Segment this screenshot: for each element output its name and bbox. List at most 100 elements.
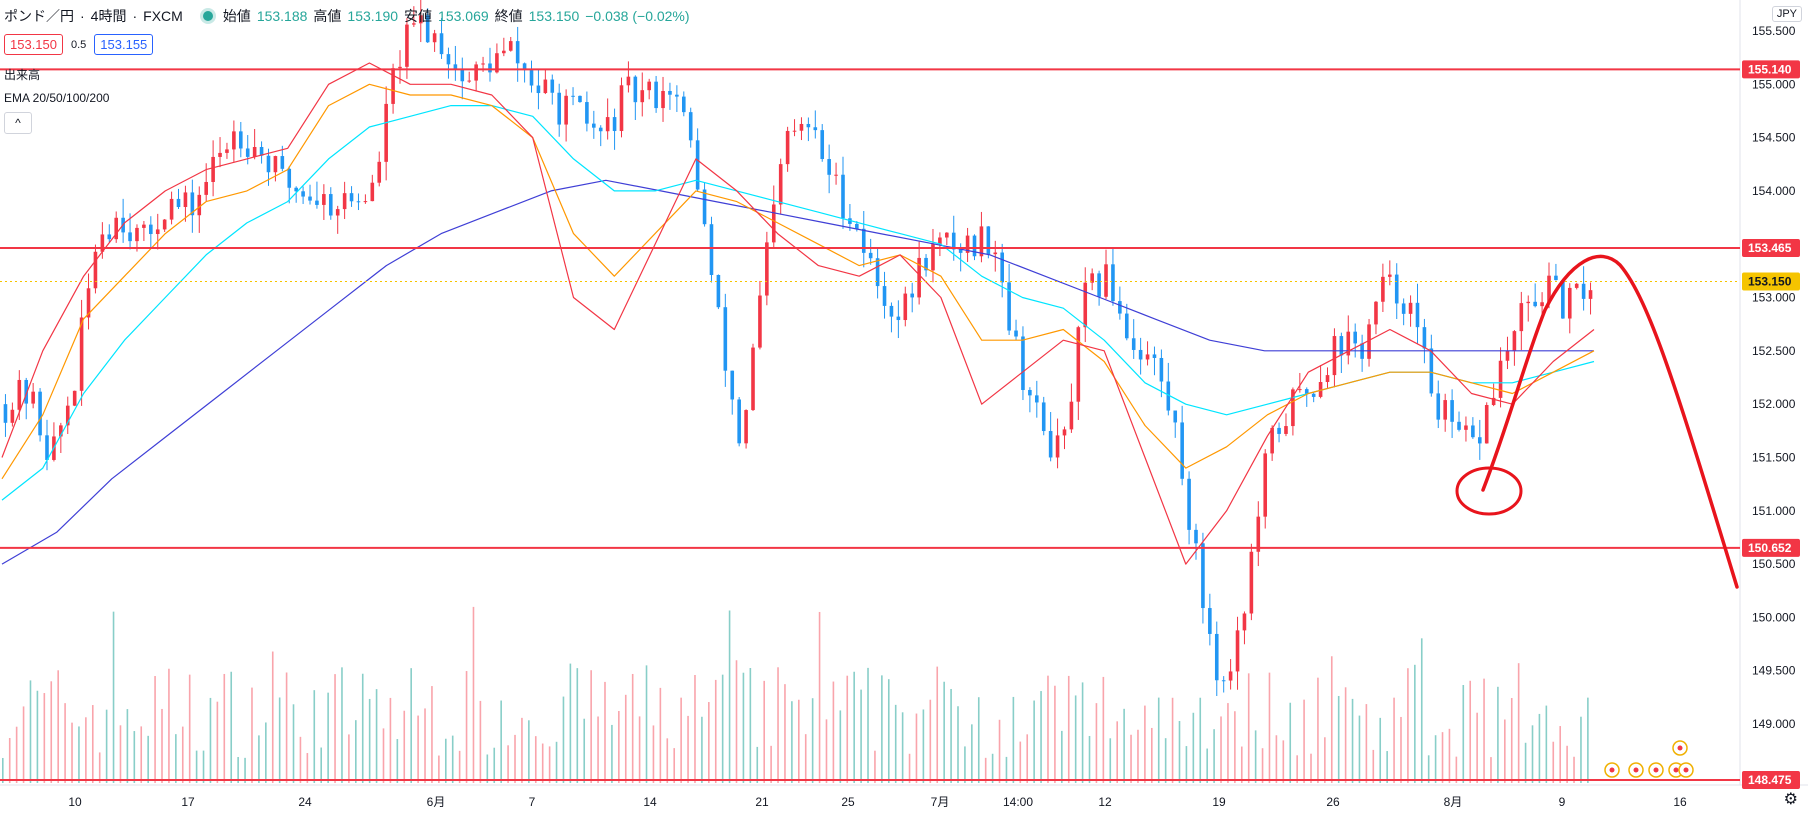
candle-body bbox=[1554, 275, 1558, 281]
volume-bar bbox=[1144, 705, 1146, 783]
volume-bar bbox=[438, 755, 440, 783]
candle-body bbox=[349, 193, 354, 202]
volume-bar bbox=[541, 743, 544, 783]
candle-body bbox=[723, 307, 728, 371]
quote-row: 153.150 0.5 153.155 bbox=[4, 34, 154, 55]
volume-bar bbox=[569, 663, 572, 783]
candle-body bbox=[1159, 357, 1164, 382]
event-marker-dot bbox=[1609, 767, 1615, 773]
candle-body bbox=[377, 161, 382, 183]
volume-bar bbox=[1164, 738, 1167, 783]
candle-body bbox=[1339, 336, 1344, 356]
candle-body bbox=[1581, 283, 1586, 299]
volume-bar bbox=[1379, 717, 1382, 783]
symbol-name[interactable]: ポンド／円 bbox=[4, 8, 74, 24]
volume-bar bbox=[1095, 703, 1098, 783]
volume-bar bbox=[91, 705, 94, 783]
volume-bar bbox=[791, 701, 793, 783]
candle-body bbox=[31, 391, 35, 404]
candle-body bbox=[301, 191, 305, 197]
candle-body bbox=[59, 425, 63, 437]
candle-body bbox=[1401, 303, 1406, 314]
volume-bar bbox=[278, 697, 281, 783]
volume-bar bbox=[1081, 682, 1084, 783]
volume-bar bbox=[119, 725, 122, 783]
candle-body bbox=[86, 288, 91, 318]
sell-button[interactable]: 153.150 bbox=[4, 34, 63, 55]
volume-bar bbox=[1185, 746, 1188, 783]
ema100-line bbox=[1, 104, 1595, 501]
candle-body bbox=[259, 146, 264, 156]
volume-bar bbox=[1552, 741, 1555, 783]
candle-body bbox=[405, 24, 409, 67]
volume-bar bbox=[721, 674, 724, 783]
price-axis bbox=[1740, 0, 1808, 815]
candle-body bbox=[169, 198, 174, 220]
volume-bar bbox=[265, 722, 267, 783]
open-value: 153.188 bbox=[256, 8, 308, 24]
volume-bar bbox=[133, 731, 136, 783]
candle-body bbox=[979, 226, 984, 257]
candle-body bbox=[1028, 389, 1032, 396]
candle-body bbox=[1180, 422, 1184, 479]
candle-body bbox=[585, 102, 589, 124]
candle-body bbox=[1138, 349, 1143, 360]
candle-body bbox=[239, 131, 243, 149]
candle-body bbox=[1561, 280, 1565, 319]
volume-bar bbox=[590, 670, 592, 783]
buy-button[interactable]: 153.155 bbox=[94, 34, 154, 55]
volume-bar bbox=[140, 726, 143, 783]
candle-body bbox=[619, 85, 624, 132]
volume-bar bbox=[1386, 751, 1388, 783]
candle-body bbox=[488, 63, 492, 73]
currency-selector[interactable]: JPY bbox=[1771, 6, 1802, 22]
volume-bar bbox=[680, 697, 682, 783]
candle-body bbox=[896, 316, 901, 321]
candle-body bbox=[792, 130, 797, 132]
volume-bar bbox=[202, 750, 205, 783]
candle-body bbox=[1131, 338, 1136, 350]
volume-bar bbox=[534, 736, 537, 783]
candle-body bbox=[508, 41, 513, 51]
volume-bar bbox=[479, 700, 482, 783]
close-value: 153.150 bbox=[528, 8, 580, 24]
candle-body bbox=[827, 159, 831, 175]
candle-body bbox=[162, 219, 167, 230]
candle-body bbox=[218, 152, 222, 157]
candle-body bbox=[1332, 336, 1337, 376]
volume-bar bbox=[984, 757, 987, 783]
interval-label[interactable]: 4時間 bbox=[90, 8, 127, 24]
volume-bar bbox=[811, 698, 814, 783]
candle-body bbox=[245, 148, 250, 157]
gear-icon[interactable]: ⚙ bbox=[1783, 791, 1798, 808]
volume-bar bbox=[645, 665, 648, 783]
collapse-legend-button[interactable]: ^ bbox=[4, 112, 32, 134]
volume-bar bbox=[98, 752, 101, 783]
volume-bar bbox=[1344, 687, 1347, 783]
candle-body bbox=[1187, 478, 1191, 530]
candle-body bbox=[1000, 252, 1004, 283]
event-marker-dot bbox=[1677, 745, 1683, 751]
candle-body bbox=[1415, 302, 1420, 328]
x-tick-label: 16 bbox=[1673, 795, 1687, 809]
volume-bar bbox=[327, 692, 329, 783]
ema-indicator-label[interactable]: EMA 20/50/100/200 bbox=[4, 91, 110, 105]
volume-bar bbox=[957, 706, 959, 783]
candle-body bbox=[72, 390, 77, 406]
volume-indicator-label[interactable]: 出来高 bbox=[4, 68, 41, 82]
high-label: 高値 bbox=[313, 8, 342, 24]
candle-body bbox=[17, 379, 22, 410]
volume-bar bbox=[1247, 673, 1250, 783]
candle-body bbox=[931, 244, 935, 271]
volume-bar bbox=[1587, 697, 1589, 783]
candle-body bbox=[1450, 400, 1454, 422]
candle-body bbox=[481, 63, 485, 65]
volume-bar bbox=[694, 674, 696, 783]
candle-body bbox=[114, 217, 119, 240]
volume-bar bbox=[1178, 721, 1181, 783]
candle-body bbox=[1221, 680, 1226, 682]
candle-body bbox=[993, 252, 998, 255]
candle-body bbox=[280, 156, 285, 169]
volume-bar bbox=[1455, 756, 1458, 783]
